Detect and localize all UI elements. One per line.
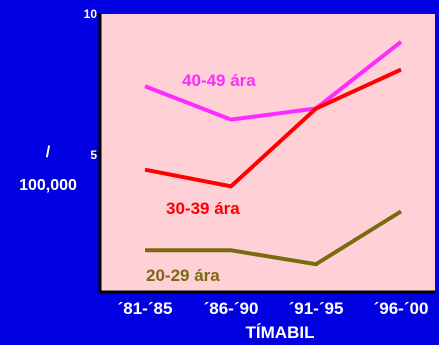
x-tick-label-3: ´91-´95 <box>289 299 344 318</box>
series-label-20-29: 20-29 ára <box>146 266 220 285</box>
series-lines <box>144 40 403 267</box>
series-line-1 <box>144 40 403 122</box>
y-tick-label-10: 10 <box>84 7 98 21</box>
x-ticks: ´81-´85 ´86-´90 ´91-´95 ´96-´00 <box>118 299 429 318</box>
series-label-30-39: 30-39 ára <box>166 199 240 218</box>
y-ticks: 5 10 <box>84 7 100 162</box>
x-tick-label-2: ´86-´90 <box>204 299 259 318</box>
x-axis-label: TÍMABIL <box>246 323 315 342</box>
y-axis-label-slash: / <box>46 144 51 161</box>
x-tick-label-1: ´81-´85 <box>118 299 173 318</box>
series-line-3 <box>145 209 403 267</box>
y-axis-label-per-100000: 100,000 <box>19 177 77 194</box>
series-line-2 <box>144 67 402 189</box>
y-tick-label-5: 5 <box>90 148 97 162</box>
series-label-40-49: 40-49 ára <box>182 71 256 90</box>
x-tick-label-4: ´96-´00 <box>374 299 429 318</box>
